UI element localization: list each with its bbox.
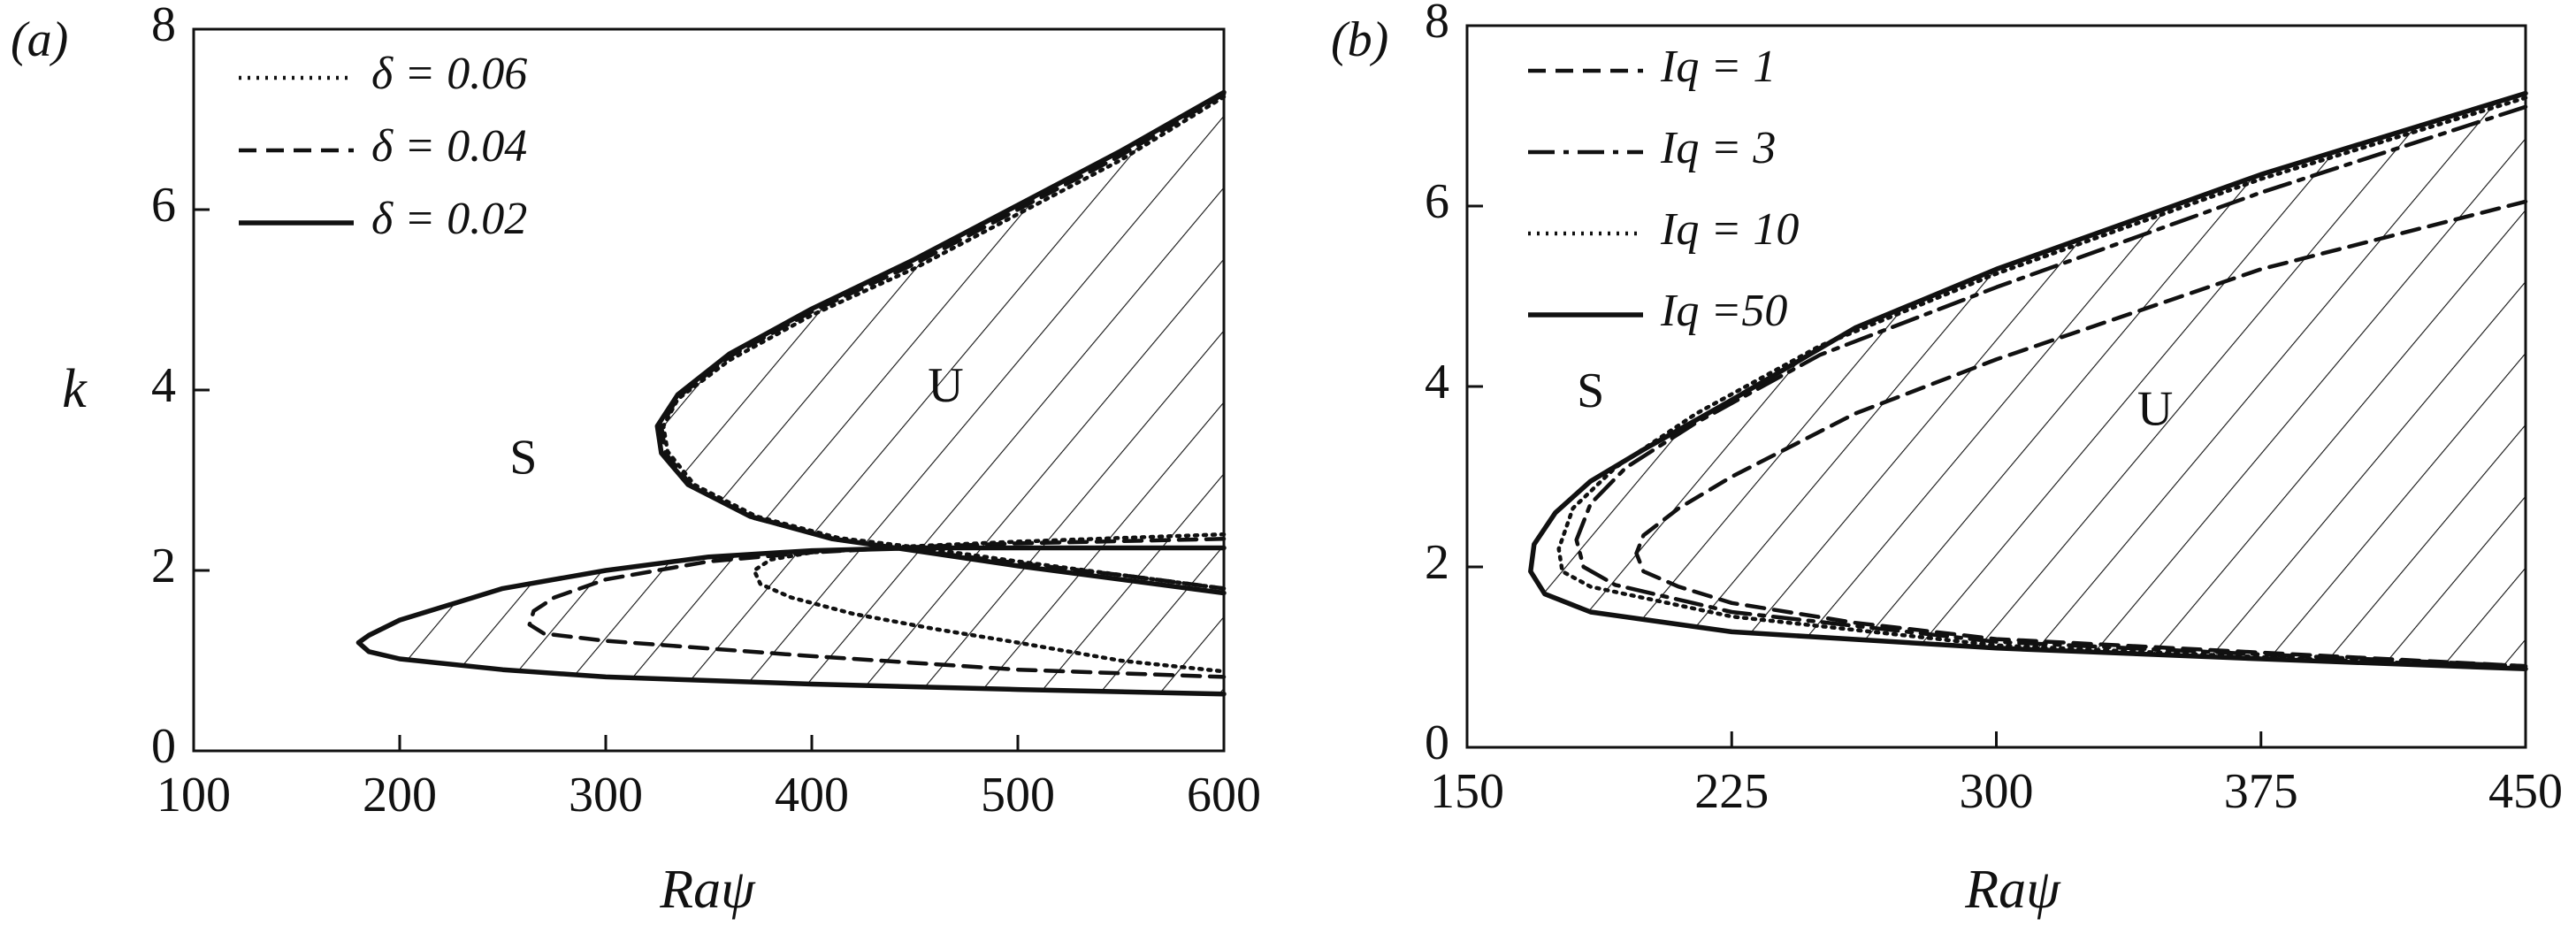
- x-axis-label: Raψ: [1964, 860, 2061, 920]
- panel-label: (a): [11, 12, 68, 67]
- region-label: S: [1577, 363, 1604, 418]
- unstable-region: [358, 92, 1224, 694]
- x-tick-label: 100: [157, 768, 231, 822]
- legend-label: Iq = 1: [1660, 42, 1776, 92]
- x-tick-label: 375: [2224, 764, 2298, 819]
- y-tick-label: 8: [1425, 0, 1449, 49]
- x-tick-label: 225: [1694, 764, 1769, 819]
- x-tick-label: 200: [363, 768, 437, 822]
- legend-label: Iq =50: [1660, 286, 1787, 336]
- x-tick-label: 600: [1187, 768, 1261, 822]
- x-tick-label: 500: [981, 768, 1055, 822]
- x-tick-label: 400: [775, 768, 849, 822]
- y-tick-label: 4: [151, 358, 176, 413]
- region-label: U: [2137, 381, 2173, 436]
- legend-label: Iq = 3: [1660, 123, 1776, 173]
- legend-label: δ = 0.02: [371, 194, 527, 244]
- panel: Iq = 1 Iq = 3 Iq = 10 Iq =50 150 225 300 375 450…: [1331, 0, 2563, 920]
- x-tick-label: 300: [1960, 764, 2034, 819]
- y-axis-label: k: [62, 359, 88, 419]
- x-tick-label: 450: [2488, 764, 2563, 819]
- unstable-region: [1530, 93, 2526, 669]
- panel-label: (b): [1331, 12, 1388, 67]
- y-tick-label: 4: [1425, 355, 1449, 409]
- neutral-curve: [1528, 90, 2528, 672]
- x-tick-label: 150: [1430, 764, 1504, 819]
- neutral-curve: [355, 89, 1227, 697]
- x-axis-label: Raψ: [659, 860, 756, 920]
- y-tick-label: 2: [151, 539, 176, 593]
- y-tick-label: 2: [1425, 535, 1449, 590]
- legend-label: δ = 0.04: [371, 121, 527, 172]
- y-tick-label: 0: [1425, 715, 1449, 770]
- legend-label: δ = 0.06: [371, 49, 527, 99]
- x-tick-label: 300: [569, 768, 643, 822]
- y-tick-label: 6: [151, 178, 176, 233]
- y-tick-label: 0: [151, 719, 176, 774]
- region-label: S: [509, 430, 537, 485]
- y-tick-label: 8: [151, 0, 176, 52]
- legend-label: Iq = 10: [1660, 204, 1799, 255]
- y-tick-label: 6: [1425, 174, 1449, 229]
- panel: δ = 0.06 δ = 0.04 δ = 0.02 100 200 300 400 500 6…: [11, 0, 1261, 920]
- region-label: U: [928, 358, 963, 413]
